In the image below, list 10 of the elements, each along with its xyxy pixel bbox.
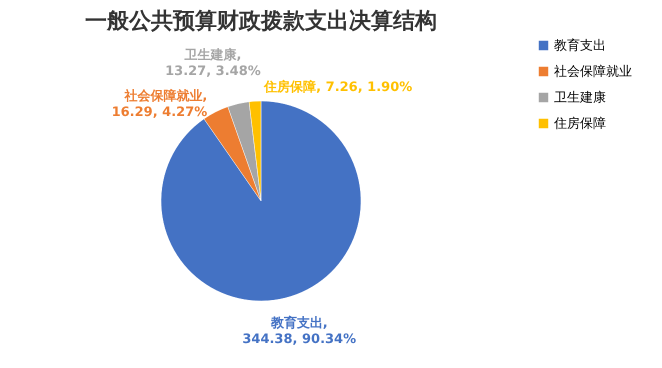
data-label: 住房保障, 7.26, 1.90% (263, 79, 412, 96)
data-label: 社会保障就业, 16.29, 4.27% (112, 88, 208, 120)
legend-label: 住房保障 (553, 116, 606, 132)
pie-slice (160, 100, 362, 302)
chart-title: 一般公共预算财政拨款支出决算结构 (85, 9, 437, 34)
data-label: 教育支出, 344.38, 90.34% (242, 315, 356, 348)
legend-label: 卫生建康 (554, 90, 606, 106)
legend-label: 社会保障就业 (554, 64, 632, 80)
legend-label: 教育支出 (554, 38, 606, 54)
data-label: 卫生建康, 13.27, 3.48% (165, 46, 261, 79)
